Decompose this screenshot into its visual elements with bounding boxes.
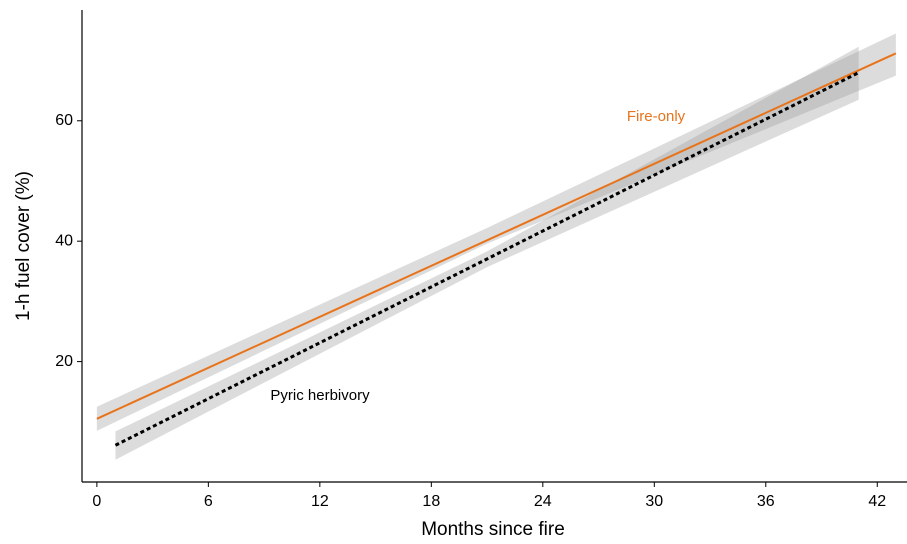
x-tick-label: 42 <box>868 493 886 510</box>
y-tick-label: 40 <box>55 232 73 249</box>
x-tick-label: 30 <box>645 493 663 510</box>
y-tick-label: 60 <box>55 112 73 129</box>
series-line <box>114 71 860 447</box>
y-axis-title: 1-h fuel cover (%) <box>13 171 34 321</box>
x-tick-label: 18 <box>422 493 440 510</box>
confidence-band <box>115 46 859 460</box>
confidence-band <box>96 33 896 431</box>
y-tick-label: 20 <box>55 353 73 370</box>
x-tick-label: 0 <box>92 493 101 510</box>
x-tick-label: 12 <box>311 493 329 510</box>
x-tick-label: 6 <box>204 493 213 510</box>
series-label: Pyric herbivory <box>270 387 370 404</box>
x-tick-label: 24 <box>534 493 552 510</box>
x-tick-label: 36 <box>757 493 775 510</box>
series-label: Fire-only <box>627 108 686 125</box>
series-line <box>96 52 897 420</box>
x-axis-title: Months since fire <box>421 519 565 540</box>
